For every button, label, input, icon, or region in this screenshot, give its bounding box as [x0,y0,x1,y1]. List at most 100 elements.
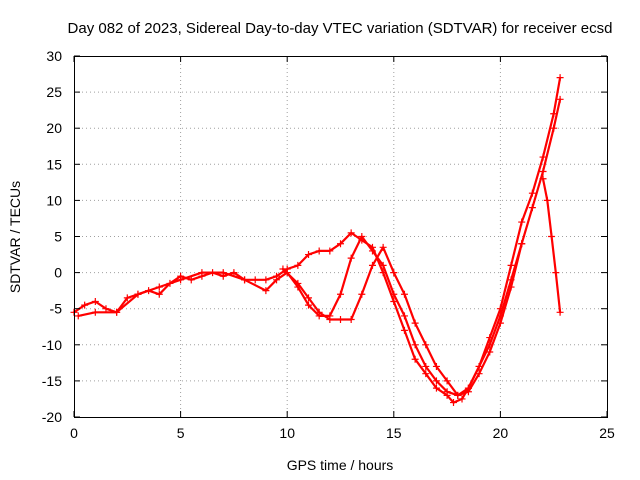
data-point [155,283,163,291]
y-tick-label: -5 [50,301,63,317]
y-tick-label: 15 [46,156,62,172]
data-point [251,276,259,284]
data-point [400,326,408,334]
data-point [123,294,131,302]
x-tick-label: 15 [386,425,402,441]
data-point [305,294,313,302]
data-point [539,153,547,161]
data-point [507,276,515,284]
y-tick-label: -15 [42,373,62,389]
grid-layer [74,56,607,417]
data-point [91,308,99,316]
data-point [230,269,238,277]
data-point [528,204,536,212]
data-point [539,175,547,183]
series-line [281,242,523,397]
data-point [305,301,313,309]
series-track-b [74,95,564,399]
data-point [273,276,281,284]
data-point [556,74,564,82]
data-point [102,305,110,313]
data-point [422,341,430,349]
data-point [496,312,504,320]
data-point [294,279,302,287]
data-point [347,254,355,262]
data-point [411,355,419,363]
x-tick-label: 25 [599,425,615,441]
data-point [241,276,249,284]
data-point [326,316,334,324]
data-point [411,319,419,327]
data-point [134,290,142,298]
series-line [541,177,562,314]
series-line [72,76,562,404]
data-point [458,395,466,403]
data-point [294,261,302,269]
data-point [518,240,526,248]
data-point [347,229,355,237]
data-point [539,168,547,176]
data-point [400,312,408,320]
data-point [177,276,185,284]
series-track-a [70,74,564,407]
data-point [187,276,195,284]
data-point [552,269,560,277]
data-point [155,290,163,298]
data-point [449,399,457,407]
data-point [432,384,440,392]
data-point [556,95,564,103]
data-point [81,301,89,309]
series-line [77,98,562,397]
data-point [379,243,387,251]
data-point [390,269,398,277]
y-tick-label: 5 [54,229,62,245]
data-point [113,308,121,316]
data-point [262,287,270,295]
series-track-c [279,240,526,399]
data-point [475,362,483,370]
data-point [74,312,82,320]
data-point [443,388,451,396]
data-point [528,189,536,197]
y-tick-label: -10 [42,337,62,353]
data-point [507,261,515,269]
data-point [305,251,313,259]
data-point [464,384,472,392]
data-point [315,308,323,316]
y-tick-label: -20 [42,409,62,425]
data-point [337,316,344,324]
data-point [486,341,494,349]
y-tick-label: 10 [46,192,62,208]
data-point [279,265,287,273]
data-point [326,247,334,255]
data-point [368,261,376,269]
data-point [518,218,526,226]
data-point [543,196,551,204]
data-point [198,269,206,277]
data-point [219,269,227,277]
data-point [368,247,376,255]
data-point [432,377,440,385]
data-point [556,308,564,316]
data-point [422,362,430,370]
data-point [550,124,558,132]
data-point [400,290,408,298]
data-point [358,290,366,298]
data-point [358,233,366,240]
x-tick-label: 5 [177,425,185,441]
y-tick-label: 30 [46,48,62,64]
y-tick-label: 0 [54,265,62,281]
x-tick-label: 0 [70,425,78,441]
data-point [379,261,387,269]
data-point [91,297,99,305]
y-axis-label: SDTVAR / TECUs [7,181,23,293]
y-tick-label: 20 [46,120,62,136]
series-track-d [539,175,564,316]
data-point [390,290,398,298]
data-point [422,370,430,378]
chart-title: Day 082 of 2023, Sidereal Day-to-day VTE… [68,20,613,37]
data-point [548,233,556,240]
data-point [432,362,440,370]
data-point [262,276,270,284]
